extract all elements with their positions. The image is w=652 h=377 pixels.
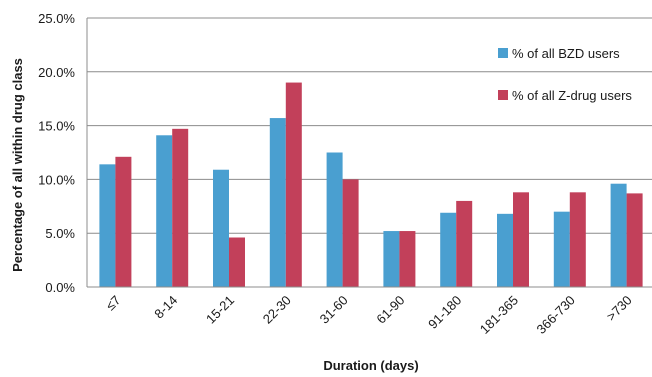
y-tick-labels: 0.0% 5.0% 10.0% 15.0% 20.0% 25.0% xyxy=(38,11,75,295)
x-tick-label: 61-90 xyxy=(373,293,407,327)
bar-bzd-6 xyxy=(440,212,457,287)
x-tick-label: 15-21 xyxy=(203,293,237,327)
x-tick-label: 31-60 xyxy=(317,293,351,327)
x-tick-label: 91-180 xyxy=(425,293,464,332)
bar-bzd-5 xyxy=(383,231,400,287)
bar-bzd-0 xyxy=(99,164,116,287)
bar-bzd-7 xyxy=(497,213,513,287)
bar-zdrug-8 xyxy=(569,192,586,287)
y-tick-label: 20.0% xyxy=(38,65,75,80)
legend-swatch-0 xyxy=(498,48,508,58)
x-tick-label: 181-365 xyxy=(477,293,521,337)
bars xyxy=(99,82,643,288)
bar-bzd-2 xyxy=(213,169,229,287)
x-tick-label: >730 xyxy=(603,293,634,324)
x-tick-label: 22-30 xyxy=(260,293,294,327)
bar-zdrug-1 xyxy=(172,128,189,287)
y-tick-label: 0.0% xyxy=(45,280,75,295)
y-axis-title: Percentage of all within drug class xyxy=(10,58,25,272)
bar-zdrug-5 xyxy=(399,231,416,287)
bar-zdrug-3 xyxy=(285,82,302,287)
legend: % of all BZD users % of all Z-drug users xyxy=(498,46,632,103)
y-tick-label: 10.0% xyxy=(38,172,75,187)
bar-bzd-1 xyxy=(156,135,173,287)
x-axis-title: Duration (days) xyxy=(323,358,418,373)
y-tick-label: 25.0% xyxy=(38,11,75,26)
y-tick-label: 5.0% xyxy=(45,226,75,241)
y-tick-label: 15.0% xyxy=(38,119,75,134)
bar-zdrug-7 xyxy=(513,192,529,287)
legend-swatch-1 xyxy=(498,90,508,100)
bar-bzd-9 xyxy=(610,183,627,287)
x-tick-label: 8-14 xyxy=(151,293,180,322)
x-tick-label: 366-730 xyxy=(534,293,578,337)
bar-zdrug-6 xyxy=(456,200,473,287)
x-tick-labels: ≤7 8-14 15-21 22-30 31-60 61-90 91-180 181-365 3… xyxy=(103,293,635,337)
legend-label-1: % of all Z-drug users xyxy=(512,88,632,103)
x-tick-label: ≤7 xyxy=(103,293,124,314)
bar-bzd-3 xyxy=(269,118,286,288)
bar-zdrug-4 xyxy=(342,179,359,287)
bar-bzd-4 xyxy=(326,152,343,287)
bar-bzd-8 xyxy=(553,211,570,287)
bar-zdrug-9 xyxy=(626,193,643,287)
legend-label-0: % of all BZD users xyxy=(512,46,620,61)
bar-zdrug-2 xyxy=(229,237,245,287)
bar-zdrug-0 xyxy=(115,156,132,287)
